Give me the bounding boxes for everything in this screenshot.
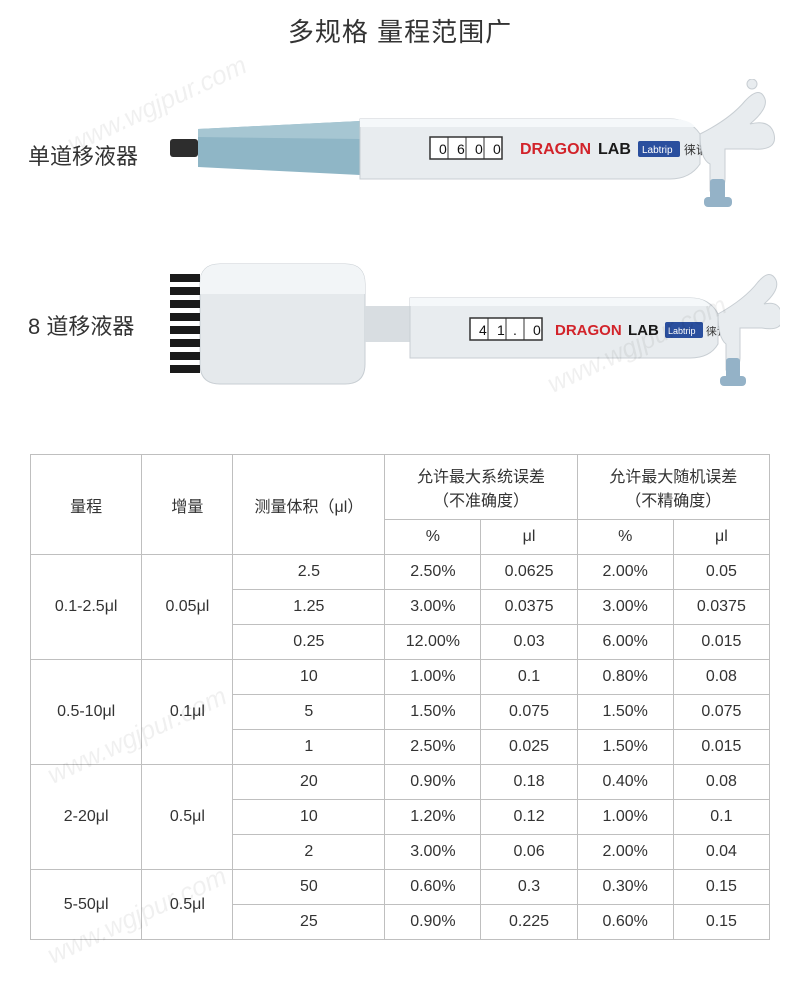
cell-sys_p: 2.50% <box>385 730 481 765</box>
table-row: 0.5-10μl0.1μl101.00%0.10.80%0.08 <box>31 660 770 695</box>
multi-pipette-label: 8 道移液器 <box>28 309 134 341</box>
cell-rand_p: 1.00% <box>577 800 673 835</box>
cell-rand_u: 0.04 <box>673 835 769 870</box>
cell-vol: 10 <box>233 660 385 695</box>
cell-sys_u: 0.3 <box>481 870 577 905</box>
svg-text:.: . <box>513 322 517 338</box>
cell-sys_u: 0.18 <box>481 765 577 800</box>
cell-sys_u: 0.06 <box>481 835 577 870</box>
cell-rand_u: 0.015 <box>673 625 769 660</box>
cell-rand_p: 0.60% <box>577 905 673 940</box>
th-increment: 增量 <box>142 455 233 555</box>
cell-vol: 25 <box>233 905 385 940</box>
cell-rand_p: 0.80% <box>577 660 673 695</box>
single-display-1: 6 <box>457 141 465 157</box>
cell-range: 0.5-10μl <box>31 660 142 765</box>
cell-range: 5-50μl <box>31 870 142 940</box>
cell-rand_u: 0.15 <box>673 870 769 905</box>
cell-rand_p: 1.50% <box>577 730 673 765</box>
cell-sys_p: 3.00% <box>385 590 481 625</box>
cell-rand_p: 1.50% <box>577 695 673 730</box>
th-sys-err: 允许最大系统误差 （不准确度） <box>385 455 577 520</box>
cell-sys_u: 0.12 <box>481 800 577 835</box>
cell-rand_u: 0.0375 <box>673 590 769 625</box>
cell-rand_u: 0.15 <box>673 905 769 940</box>
cell-rand_u: 0.08 <box>673 765 769 800</box>
cell-range: 0.1-2.5μl <box>31 555 142 660</box>
cell-sys_u: 0.1 <box>481 660 577 695</box>
cell-sys_u: 0.03 <box>481 625 577 660</box>
cell-sys_u: 0.0375 <box>481 590 577 625</box>
brand-red: DRAGON <box>520 141 591 158</box>
cell-rand_p: 3.00% <box>577 590 673 625</box>
cell-sys_p: 3.00% <box>385 835 481 870</box>
cell-rand_p: 2.00% <box>577 835 673 870</box>
svg-text:1: 1 <box>497 322 505 338</box>
th-range: 量程 <box>31 455 142 555</box>
cell-rand_p: 6.00% <box>577 625 673 660</box>
cell-vol: 1.25 <box>233 590 385 625</box>
cell-rand_u: 0.015 <box>673 730 769 765</box>
cell-rand_u: 0.05 <box>673 555 769 590</box>
single-pipette-image: 0 6 0 0 DRAGON LAB Labtrip 徕谱 <box>170 79 780 219</box>
spec-table-body: 0.1-2.5μl0.05μl2.52.50%0.06252.00%0.051.… <box>31 555 770 940</box>
single-display-2: 0 <box>475 141 483 157</box>
single-display-0: 0 <box>439 141 447 157</box>
cell-vol: 5 <box>233 695 385 730</box>
brand-tag: Labtrip <box>642 145 673 156</box>
cell-vol: 1 <box>233 730 385 765</box>
cell-sys_u: 0.075 <box>481 695 577 730</box>
cell-increment: 0.5μl <box>142 870 233 940</box>
cell-rand_p: 0.40% <box>577 765 673 800</box>
cell-sys_u: 0.0625 <box>481 555 577 590</box>
cell-vol: 0.25 <box>233 625 385 660</box>
cell-sys_p: 1.50% <box>385 695 481 730</box>
th-volume: 测量体积（μl） <box>233 455 385 555</box>
cell-rand_p: 2.00% <box>577 555 673 590</box>
th-rand-err: 允许最大随机误差 （不精确度） <box>577 455 769 520</box>
svg-text:LAB: LAB <box>628 322 659 339</box>
cell-increment: 0.5μl <box>142 765 233 870</box>
cell-rand_u: 0.08 <box>673 660 769 695</box>
cell-sys_p: 1.20% <box>385 800 481 835</box>
cell-sys_p: 2.50% <box>385 555 481 590</box>
table-row: 0.1-2.5μl0.05μl2.52.50%0.06252.00%0.05 <box>31 555 770 590</box>
page-title: 多规格 量程范围广 <box>0 0 800 49</box>
spec-table: 量程 增量 测量体积（μl） 允许最大系统误差 （不准确度） 允许最大随机误差 … <box>30 454 770 940</box>
single-pipette-label: 单道移液器 <box>28 139 138 171</box>
cell-sys_p: 0.90% <box>385 905 481 940</box>
single-display-3: 0 <box>493 141 501 157</box>
cell-vol: 2 <box>233 835 385 870</box>
cell-rand_u: 0.075 <box>673 695 769 730</box>
cell-sys_p: 1.00% <box>385 660 481 695</box>
th-sys-ul: μl <box>481 520 577 555</box>
cell-vol: 2.5 <box>233 555 385 590</box>
svg-text:DRAGON: DRAGON <box>555 322 622 339</box>
table-row: 5-50μl0.5μl500.60%0.30.30%0.15 <box>31 870 770 905</box>
table-row: 2-20μl0.5μl200.90%0.180.40%0.08 <box>31 765 770 800</box>
th-rand-ul: μl <box>673 520 769 555</box>
cell-sys_p: 0.60% <box>385 870 481 905</box>
th-rand-percent: % <box>577 520 673 555</box>
cell-range: 2-20μl <box>31 765 142 870</box>
cell-rand_u: 0.1 <box>673 800 769 835</box>
product-illustration-area: 单道移液器 8 道移液器 0 6 0 0 DRAGON LAB Labtrip … <box>0 49 800 429</box>
cell-vol: 20 <box>233 765 385 800</box>
cell-vol: 50 <box>233 870 385 905</box>
svg-text:0: 0 <box>533 322 541 338</box>
brand-black: LAB <box>598 141 631 158</box>
multi-tips <box>170 274 200 373</box>
cell-increment: 0.1μl <box>142 660 233 765</box>
cell-sys_u: 0.225 <box>481 905 577 940</box>
cell-rand_p: 0.30% <box>577 870 673 905</box>
cell-vol: 10 <box>233 800 385 835</box>
cell-sys_u: 0.025 <box>481 730 577 765</box>
cell-increment: 0.05μl <box>142 555 233 660</box>
multi-pipette-image: 4 1 . 0 DRAGON LAB Labtrip 徕谱 <box>170 224 780 404</box>
cell-sys_p: 0.90% <box>385 765 481 800</box>
th-sys-percent: % <box>385 520 481 555</box>
cell-sys_p: 12.00% <box>385 625 481 660</box>
svg-text:4: 4 <box>479 322 487 338</box>
svg-text:Labtrip: Labtrip <box>668 326 696 336</box>
